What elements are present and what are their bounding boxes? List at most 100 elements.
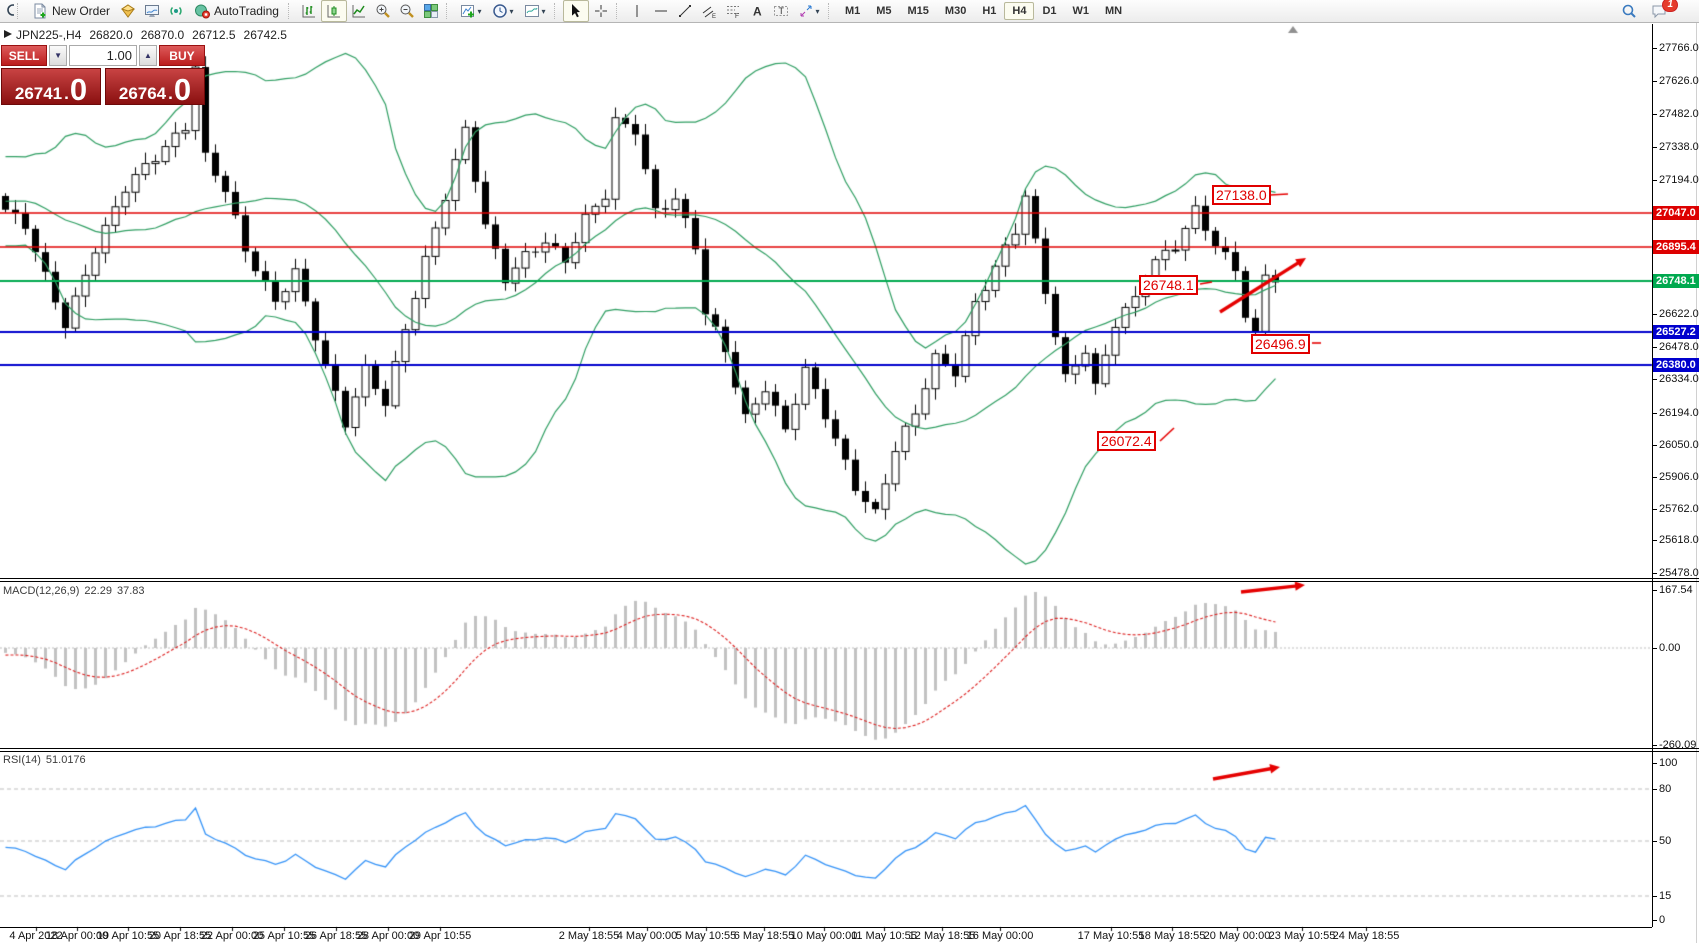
line-chart-icon[interactable] bbox=[347, 1, 371, 21]
buy-price: 26764 bbox=[118, 84, 167, 103]
periods-clock-icon[interactable]: ▾ bbox=[487, 1, 519, 21]
macd-value-signal: 37.83 bbox=[116, 585, 145, 597]
autotrading-button[interactable]: AutoTrading bbox=[188, 1, 285, 21]
date-tick: 22 Apr 00:00 bbox=[200, 930, 264, 942]
text-icon[interactable]: A bbox=[745, 1, 769, 21]
price-callout[interactable]: 26496.9 bbox=[1251, 334, 1310, 354]
date-tick: 4 Apr 2022 bbox=[9, 930, 63, 942]
arrows-icon[interactable]: ▾ bbox=[793, 1, 825, 21]
price-level-badge: 27047.0 bbox=[1653, 206, 1699, 220]
timeframe-MN[interactable]: MN bbox=[1097, 2, 1130, 20]
timeframe-M30[interactable]: M30 bbox=[937, 2, 974, 20]
price-callout[interactable]: 26072.4 bbox=[1097, 431, 1156, 451]
price-callout[interactable]: 27138.0 bbox=[1212, 185, 1271, 205]
chart-icon-fragment[interactable] bbox=[2, 1, 14, 21]
new-order-icon bbox=[34, 3, 46, 19]
terminal-icon[interactable] bbox=[140, 1, 164, 21]
price-tick: 25906.0 bbox=[1653, 471, 1699, 483]
equidistant-channel-icon[interactable]: E bbox=[697, 1, 721, 21]
bar-chart-icon[interactable] bbox=[297, 1, 321, 21]
text-label-icon[interactable]: T bbox=[769, 1, 793, 21]
tile-windows-icon[interactable] bbox=[419, 1, 443, 21]
timeframe-M15[interactable]: M15 bbox=[900, 2, 937, 20]
pane-separator[interactable] bbox=[0, 748, 1699, 749]
rsi-scale-tick: 0 bbox=[1652, 914, 1666, 926]
price-tick: 25762.0 bbox=[1653, 503, 1699, 515]
price-tick: 26050.0 bbox=[1653, 439, 1699, 451]
pane-separator[interactable] bbox=[0, 751, 1699, 752]
buy-button[interactable]: BUY bbox=[158, 45, 206, 66]
pane-separator[interactable] bbox=[0, 578, 1699, 579]
zoom-out-icon[interactable] bbox=[395, 1, 419, 21]
signal-icon[interactable] bbox=[164, 1, 188, 21]
search-icon[interactable] bbox=[1617, 1, 1641, 21]
fibonacci-icon[interactable]: F bbox=[721, 1, 745, 21]
toolbar-separator bbox=[445, 3, 452, 19]
one-click-trading-panel: SELL ▼ 1.00 ▲ BUY 26741. 0 26764. 0 bbox=[1, 45, 206, 105]
timeframe-M1[interactable]: M1 bbox=[837, 2, 868, 20]
macd-scale-tick: 0.00 bbox=[1652, 642, 1681, 654]
ohlc-open: 26820.0 bbox=[89, 28, 133, 42]
toolbar-right-group: 1 bbox=[1617, 0, 1678, 21]
date-tick: 24 May 18:55 bbox=[1332, 930, 1400, 942]
macd-label: MACD(12,26,9) bbox=[3, 585, 80, 597]
sell-button[interactable]: SELL bbox=[1, 45, 48, 66]
buy-price-box[interactable]: 26764. 0 bbox=[105, 68, 205, 105]
toolbar-separator bbox=[17, 3, 23, 19]
sell-price-box[interactable]: 26741. 0 bbox=[1, 68, 101, 105]
candlestick-chart-icon[interactable] bbox=[320, 0, 347, 22]
rsi-label-row: RSI(14) 51.0176 bbox=[3, 754, 86, 766]
ohlc-close: 26742.5 bbox=[243, 28, 287, 42]
date-tick: 20 May 00:00 bbox=[1203, 930, 1271, 942]
cursor-icon[interactable] bbox=[562, 0, 589, 22]
volume-input[interactable]: 1.00 bbox=[69, 45, 137, 66]
timeframe-H4[interactable]: H4 bbox=[1004, 2, 1035, 20]
macd-value-main: 22.29 bbox=[84, 585, 112, 597]
svg-text:F: F bbox=[735, 13, 739, 19]
timeframe-M5[interactable]: M5 bbox=[868, 2, 899, 20]
rsi-value: 51.0176 bbox=[45, 754, 86, 766]
trendline-icon[interactable] bbox=[673, 1, 697, 21]
rsi-scale-tick: 80 bbox=[1652, 783, 1672, 795]
date-tick: 10 May 00:00 bbox=[790, 930, 858, 942]
date-tick: 18 May 18:55 bbox=[1138, 930, 1206, 942]
toolbar-separator bbox=[553, 3, 560, 19]
autotrading-label: AutoTrading bbox=[214, 4, 279, 18]
horizontal-line-icon[interactable] bbox=[649, 1, 673, 21]
chevron-down-icon: ▾ bbox=[541, 6, 546, 16]
volume-decrease-button[interactable]: ▼ bbox=[49, 45, 68, 66]
price-callout[interactable]: 26748.1 bbox=[1139, 275, 1198, 295]
timeframe-D1[interactable]: D1 bbox=[1034, 2, 1064, 20]
pane-separator[interactable] bbox=[0, 581, 1699, 582]
autotrading-icon bbox=[195, 4, 211, 19]
new-order-button[interactable]: New Order bbox=[26, 1, 116, 21]
notifications-icon[interactable]: 1 bbox=[1647, 0, 1678, 21]
svg-text:E: E bbox=[712, 14, 716, 19]
package-icon[interactable] bbox=[116, 1, 140, 21]
vertical-line-icon[interactable] bbox=[625, 1, 649, 21]
timeframe-W1[interactable]: W1 bbox=[1065, 2, 1098, 20]
templates-icon[interactable]: ▾ bbox=[519, 1, 551, 21]
svg-text:A: A bbox=[753, 5, 762, 19]
symbol-period-label: JPN225-,H4 bbox=[16, 28, 82, 42]
date-tick: 20 Apr 18:55 bbox=[148, 930, 212, 942]
date-tick: 25 Apr 10:55 bbox=[252, 930, 316, 942]
chevron-down-icon: ▾ bbox=[815, 6, 820, 16]
price-level-badge: 26748.1 bbox=[1653, 274, 1699, 288]
toolbar-separator bbox=[827, 3, 834, 19]
zoom-in-icon[interactable] bbox=[371, 1, 395, 21]
sell-price-dot: . bbox=[64, 84, 69, 103]
crosshair-icon[interactable] bbox=[589, 1, 613, 21]
rsi-label: RSI(14) bbox=[3, 754, 41, 766]
date-tick: 16 May 00:00 bbox=[966, 930, 1034, 942]
buy-price-pip: 0 bbox=[173, 71, 192, 107]
ohlc-high: 26870.0 bbox=[140, 28, 185, 42]
timeframe-H1[interactable]: H1 bbox=[974, 2, 1004, 20]
date-tick: 17 May 10:55 bbox=[1077, 930, 1145, 942]
price-tick: 26622.0 bbox=[1653, 308, 1699, 320]
volume-increase-button[interactable]: ▲ bbox=[138, 45, 157, 66]
notification-badge: 1 bbox=[1662, 0, 1678, 12]
indicators-icon[interactable]: ▾ bbox=[455, 1, 487, 21]
price-tick: 27766.0 bbox=[1653, 42, 1699, 54]
